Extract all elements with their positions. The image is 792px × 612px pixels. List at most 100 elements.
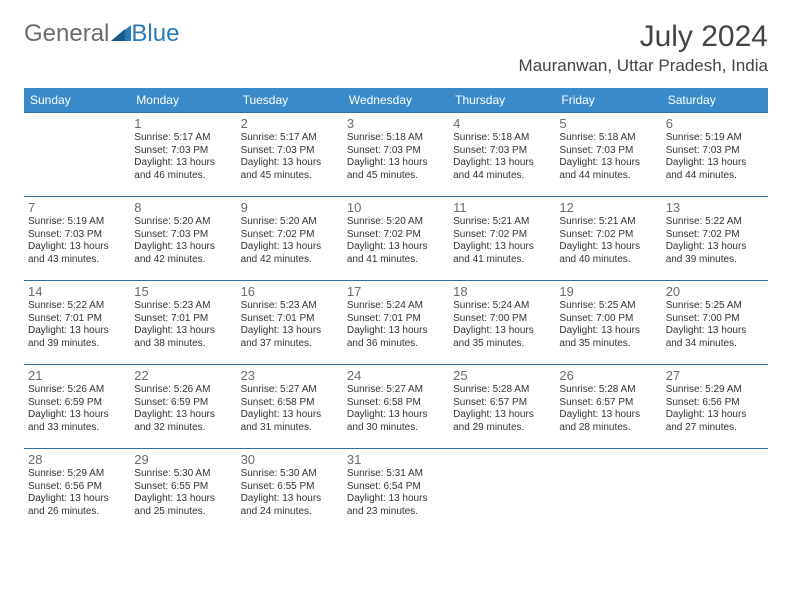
- calendar-cell: 19Sunrise: 5:25 AMSunset: 7:00 PMDayligh…: [555, 281, 661, 365]
- daylight-text: Daylight: 13 hours and 29 minutes.: [453, 409, 551, 434]
- day-info: Sunrise: 5:20 AMSunset: 7:03 PMDaylight:…: [134, 216, 232, 266]
- calendar-week: 14Sunrise: 5:22 AMSunset: 7:01 PMDayligh…: [24, 281, 768, 365]
- day-number: 30: [241, 452, 339, 467]
- daylight-text: Daylight: 13 hours and 41 minutes.: [347, 241, 445, 266]
- sunset-text: Sunset: 7:02 PM: [453, 229, 551, 242]
- calendar-cell: 22Sunrise: 5:26 AMSunset: 6:59 PMDayligh…: [130, 365, 236, 449]
- day-info: Sunrise: 5:31 AMSunset: 6:54 PMDaylight:…: [347, 468, 445, 518]
- day-info: Sunrise: 5:17 AMSunset: 7:03 PMDaylight:…: [134, 132, 232, 182]
- daylight-text: Daylight: 13 hours and 38 minutes.: [134, 325, 232, 350]
- sunset-text: Sunset: 7:02 PM: [559, 229, 657, 242]
- day-header: Saturday: [662, 88, 768, 113]
- sunset-text: Sunset: 6:59 PM: [28, 397, 126, 410]
- sunset-text: Sunset: 6:54 PM: [347, 481, 445, 494]
- daylight-text: Daylight: 13 hours and 32 minutes.: [134, 409, 232, 434]
- sunrise-text: Sunrise: 5:27 AM: [241, 384, 339, 397]
- day-number: 22: [134, 368, 232, 383]
- daylight-text: Daylight: 13 hours and 45 minutes.: [347, 157, 445, 182]
- day-header: Monday: [130, 88, 236, 113]
- sunrise-text: Sunrise: 5:18 AM: [347, 132, 445, 145]
- sunrise-text: Sunrise: 5:27 AM: [347, 384, 445, 397]
- day-number: 4: [453, 116, 551, 131]
- sunset-text: Sunset: 7:01 PM: [28, 313, 126, 326]
- day-number: 21: [28, 368, 126, 383]
- day-number: 12: [559, 200, 657, 215]
- day-number: 2: [241, 116, 339, 131]
- daylight-text: Daylight: 13 hours and 35 minutes.: [559, 325, 657, 350]
- calendar-cell: 18Sunrise: 5:24 AMSunset: 7:00 PMDayligh…: [449, 281, 555, 365]
- sunrise-text: Sunrise: 5:22 AM: [28, 300, 126, 313]
- daylight-text: Daylight: 13 hours and 25 minutes.: [134, 493, 232, 518]
- day-number: 19: [559, 284, 657, 299]
- calendar-cell: 31Sunrise: 5:31 AMSunset: 6:54 PMDayligh…: [343, 449, 449, 533]
- day-number: 11: [453, 200, 551, 215]
- logo: General Blue: [24, 20, 179, 48]
- day-info: Sunrise: 5:30 AMSunset: 6:55 PMDaylight:…: [241, 468, 339, 518]
- location: Mauranwan, Uttar Pradesh, India: [519, 56, 768, 76]
- day-number: 28: [28, 452, 126, 467]
- calendar-header-row: SundayMondayTuesdayWednesdayThursdayFrid…: [24, 88, 768, 113]
- daylight-text: Daylight: 13 hours and 39 minutes.: [28, 325, 126, 350]
- day-number: 15: [134, 284, 232, 299]
- calendar-cell: [24, 113, 130, 197]
- daylight-text: Daylight: 13 hours and 45 minutes.: [241, 157, 339, 182]
- calendar-cell: 2Sunrise: 5:17 AMSunset: 7:03 PMDaylight…: [237, 113, 343, 197]
- sunrise-text: Sunrise: 5:26 AM: [28, 384, 126, 397]
- sunset-text: Sunset: 7:03 PM: [241, 145, 339, 158]
- day-info: Sunrise: 5:28 AMSunset: 6:57 PMDaylight:…: [453, 384, 551, 434]
- sunrise-text: Sunrise: 5:25 AM: [559, 300, 657, 313]
- daylight-text: Daylight: 13 hours and 26 minutes.: [28, 493, 126, 518]
- daylight-text: Daylight: 13 hours and 27 minutes.: [666, 409, 764, 434]
- day-info: Sunrise: 5:20 AMSunset: 7:02 PMDaylight:…: [241, 216, 339, 266]
- sunrise-text: Sunrise: 5:21 AM: [453, 216, 551, 229]
- sunrise-text: Sunrise: 5:25 AM: [666, 300, 764, 313]
- day-number: 13: [666, 200, 764, 215]
- sunset-text: Sunset: 7:03 PM: [666, 145, 764, 158]
- daylight-text: Daylight: 13 hours and 31 minutes.: [241, 409, 339, 434]
- sunrise-text: Sunrise: 5:22 AM: [666, 216, 764, 229]
- calendar-cell: [555, 449, 661, 533]
- calendar-cell: 15Sunrise: 5:23 AMSunset: 7:01 PMDayligh…: [130, 281, 236, 365]
- day-info: Sunrise: 5:23 AMSunset: 7:01 PMDaylight:…: [134, 300, 232, 350]
- sunrise-text: Sunrise: 5:28 AM: [453, 384, 551, 397]
- calendar-cell: 13Sunrise: 5:22 AMSunset: 7:02 PMDayligh…: [662, 197, 768, 281]
- sunset-text: Sunset: 6:59 PM: [134, 397, 232, 410]
- sunrise-text: Sunrise: 5:19 AM: [666, 132, 764, 145]
- sunrise-text: Sunrise: 5:24 AM: [347, 300, 445, 313]
- daylight-text: Daylight: 13 hours and 46 minutes.: [134, 157, 232, 182]
- sunset-text: Sunset: 6:58 PM: [241, 397, 339, 410]
- sunrise-text: Sunrise: 5:23 AM: [134, 300, 232, 313]
- day-number: 1: [134, 116, 232, 131]
- calendar-cell: 1Sunrise: 5:17 AMSunset: 7:03 PMDaylight…: [130, 113, 236, 197]
- day-info: Sunrise: 5:29 AMSunset: 6:56 PMDaylight:…: [666, 384, 764, 434]
- calendar-cell: 24Sunrise: 5:27 AMSunset: 6:58 PMDayligh…: [343, 365, 449, 449]
- title-block: July 2024 Mauranwan, Uttar Pradesh, Indi…: [519, 20, 768, 76]
- daylight-text: Daylight: 13 hours and 37 minutes.: [241, 325, 339, 350]
- sunrise-text: Sunrise: 5:23 AM: [241, 300, 339, 313]
- sunset-text: Sunset: 7:03 PM: [28, 229, 126, 242]
- daylight-text: Daylight: 13 hours and 44 minutes.: [453, 157, 551, 182]
- calendar-cell: 5Sunrise: 5:18 AMSunset: 7:03 PMDaylight…: [555, 113, 661, 197]
- day-header: Tuesday: [237, 88, 343, 113]
- sunrise-text: Sunrise: 5:17 AM: [241, 132, 339, 145]
- sunset-text: Sunset: 7:03 PM: [453, 145, 551, 158]
- day-info: Sunrise: 5:23 AMSunset: 7:01 PMDaylight:…: [241, 300, 339, 350]
- daylight-text: Daylight: 13 hours and 23 minutes.: [347, 493, 445, 518]
- daylight-text: Daylight: 13 hours and 28 minutes.: [559, 409, 657, 434]
- sunrise-text: Sunrise: 5:28 AM: [559, 384, 657, 397]
- day-info: Sunrise: 5:24 AMSunset: 7:01 PMDaylight:…: [347, 300, 445, 350]
- day-number: 25: [453, 368, 551, 383]
- calendar-cell: 3Sunrise: 5:18 AMSunset: 7:03 PMDaylight…: [343, 113, 449, 197]
- calendar-cell: 28Sunrise: 5:29 AMSunset: 6:56 PMDayligh…: [24, 449, 130, 533]
- sunset-text: Sunset: 7:03 PM: [559, 145, 657, 158]
- day-number: 27: [666, 368, 764, 383]
- day-info: Sunrise: 5:20 AMSunset: 7:02 PMDaylight:…: [347, 216, 445, 266]
- day-info: Sunrise: 5:17 AMSunset: 7:03 PMDaylight:…: [241, 132, 339, 182]
- sunset-text: Sunset: 7:01 PM: [241, 313, 339, 326]
- day-number: 23: [241, 368, 339, 383]
- sunset-text: Sunset: 6:56 PM: [28, 481, 126, 494]
- sunset-text: Sunset: 6:58 PM: [347, 397, 445, 410]
- daylight-text: Daylight: 13 hours and 44 minutes.: [666, 157, 764, 182]
- day-info: Sunrise: 5:19 AMSunset: 7:03 PMDaylight:…: [666, 132, 764, 182]
- calendar-cell: 21Sunrise: 5:26 AMSunset: 6:59 PMDayligh…: [24, 365, 130, 449]
